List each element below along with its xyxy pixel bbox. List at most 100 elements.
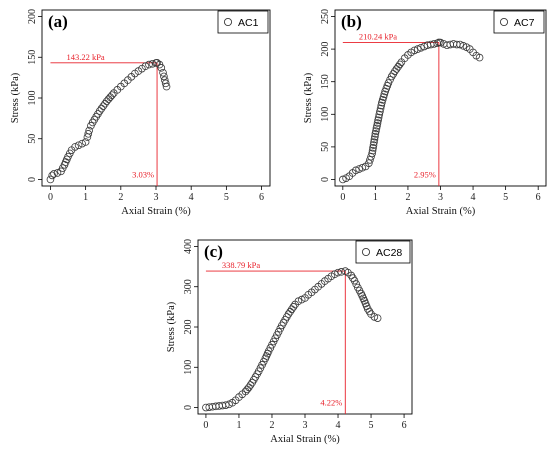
data-point [339,175,347,184]
x-tick-label: 1 [236,420,241,431]
data-point [104,95,113,104]
data-point [368,149,376,158]
chart-panel-0: 0 1 2 3 4 5 6 0 50 100 150 200 Axial Strain (%) Stres… [10,9,271,217]
y-tick-label: 150 [320,74,331,89]
y-tick-label: 50 [27,134,38,144]
chart-panel-1: 0 1 2 3 4 5 6 0 50 100 150 200 250 Axial Strain (%) St… [303,9,547,217]
x-tick-label: 4 [471,192,476,203]
x-tick-label: 5 [503,192,508,203]
data-series-AC7 [339,38,484,184]
x-tick-label: 6 [259,192,264,203]
data-point [371,132,379,141]
data-point [160,72,168,81]
panel-label: (a) [48,12,68,31]
data-point [159,68,167,77]
data-point [162,82,171,91]
data-point [367,152,375,161]
y-tick-label: 0 [183,405,194,410]
data-point [375,110,384,119]
data-point [377,101,386,110]
data-point [286,307,294,316]
data-point [78,139,86,148]
chart-panel-2: 0 1 2 3 4 5 6 0 100 200 300 400 Axial Strain (%) Stre… [166,239,413,445]
y-tick-label: 400 [183,239,194,254]
data-point [106,93,115,101]
data-point [365,307,374,316]
y-tick-label: 100 [320,107,331,122]
y-tick-label: 100 [27,91,38,106]
data-point [84,130,93,138]
data-point [358,163,367,172]
y-tick-label: 100 [183,360,194,375]
data-point [369,144,377,152]
x-tick-label: 0 [340,192,345,203]
x-tick-label: 6 [402,420,407,431]
data-point [108,91,116,99]
data-point [71,143,79,151]
data-point [368,146,377,155]
data-point [456,40,464,49]
data-point [417,44,425,52]
data-point [370,135,379,144]
data-point [475,53,484,62]
x-tick-label: 3 [154,192,159,203]
y-tick-label: 250 [320,9,331,24]
legend-marker-icon [223,17,233,27]
data-point [436,38,445,47]
data-point [394,62,402,71]
peak-strain-label: 4.22% [320,398,342,408]
x-tick-label: 3 [303,420,308,431]
legend-label: AC1 [238,17,259,29]
data-point [372,124,381,133]
data-point [373,314,382,322]
data-point [372,127,380,135]
data-point [376,104,385,113]
data-point [413,45,422,53]
x-axis-title: Axial Strain (%) [406,206,476,217]
x-tick-label: 0 [48,192,53,203]
data-point [459,42,468,50]
data-point [48,171,57,180]
x-tick-label: 2 [269,420,274,431]
y-tick-label: 0 [320,177,331,182]
y-tick-label: 200 [320,42,331,57]
peak-stress-label: 338.79 kPa [222,260,260,270]
data-point [373,119,382,127]
plot-frame [41,9,271,187]
peak-strain-label: 2.95% [414,169,436,179]
data-point [157,64,166,72]
data-point [99,102,108,110]
x-tick-label: 4 [336,420,341,431]
data-point [53,169,62,177]
y-axis-title: Stress (kPa) [303,72,314,123]
x-tick-label: 3 [438,192,443,203]
x-axis-title: Axial Strain (%) [121,206,191,217]
x-tick-label: 5 [224,192,229,203]
y-tick-label: 200 [27,9,38,24]
x-tick-label: 1 [83,192,88,203]
peak-stress-label: 210.24 kPa [359,31,397,41]
y-tick-label: 0 [27,177,38,182]
peak-strain-label: 3.03% [132,169,154,179]
data-point [145,60,153,69]
data-point [334,268,342,277]
data-point [373,121,381,130]
data-point [85,126,93,135]
data-point [392,65,401,73]
legend-marker-icon [499,17,509,27]
y-tick-label: 200 [183,320,194,335]
data-point [355,165,363,173]
panel-label: (c) [204,242,223,261]
data-point [46,175,55,184]
y-axis-title: Stress (kPa) [166,301,177,352]
data-series-AC28 [202,267,382,412]
data-point [221,401,230,409]
data-point [161,79,170,88]
data-point [370,313,379,321]
data-point [371,130,380,138]
panel-label: (b) [341,12,362,31]
x-tick-label: 2 [118,192,123,203]
data-point [410,46,419,55]
legend-box [355,240,411,264]
